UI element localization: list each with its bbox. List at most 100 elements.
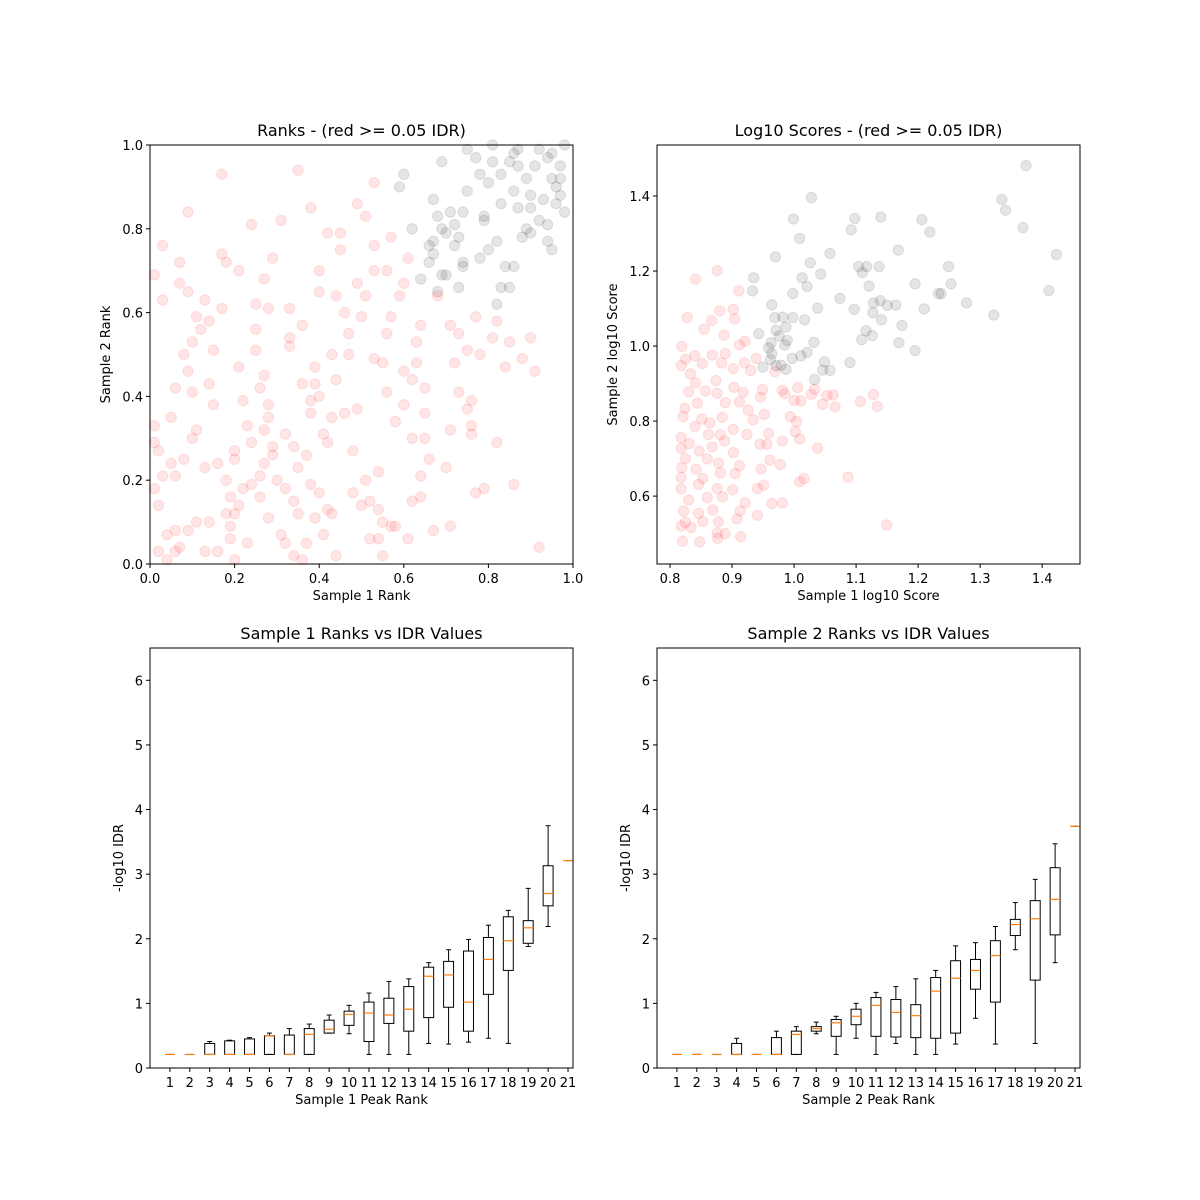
scatter-point [423, 453, 435, 465]
scatter-point [453, 386, 465, 398]
box-body [482, 936, 494, 995]
scatter-point [453, 327, 465, 340]
scatter-point [182, 285, 194, 298]
scatter-point [677, 410, 689, 423]
scatter-point [707, 504, 719, 516]
scatter-point [875, 211, 887, 223]
x-tick-label: 1.1 [846, 572, 867, 587]
scatter-point [525, 189, 537, 201]
scatter-point [750, 352, 762, 365]
scatter-point [271, 474, 283, 486]
box-19 [1029, 878, 1041, 1044]
scatter-point [704, 417, 716, 429]
subplot-1: 0.0 0.2 0.4 0.6 0.8 1.0 0.0 0.2 0.4 0.6 0.8 1.0 Rank… [99, 121, 583, 604]
scatter-point [474, 168, 486, 181]
scatter-point [733, 285, 745, 297]
x-tick-label: 20 [540, 1076, 557, 1091]
x-tick-label: 8 [305, 1076, 313, 1091]
scatter-point [178, 453, 190, 465]
scatter-point [512, 160, 524, 172]
scatter-point [224, 520, 237, 532]
scatter-point [195, 323, 207, 336]
scatter-point [676, 535, 689, 547]
scatter-point [714, 428, 726, 441]
scatter-point [220, 256, 232, 269]
scatter-point [258, 424, 270, 436]
scatter-point [186, 336, 199, 348]
box-body [930, 977, 942, 1039]
box-15 [950, 945, 962, 1045]
scatter-point [711, 482, 723, 495]
scatter-point [867, 297, 880, 309]
x-tick-label: 19 [1027, 1076, 1044, 1091]
scatter-point [529, 160, 541, 172]
scatter-point [726, 484, 739, 496]
scatter-point [787, 213, 800, 225]
scatter-point [419, 432, 431, 444]
scatter-point [330, 549, 342, 562]
scatter-point [811, 442, 824, 454]
scatter-point [757, 479, 770, 491]
scatter-point [863, 280, 875, 292]
axes-frame [149, 144, 574, 565]
scatter-point [848, 303, 860, 315]
chart-title: Log10 Scores - (red >= 0.05 IDR) [735, 121, 1003, 140]
scatter-point [410, 357, 423, 369]
scatter-point [266, 440, 279, 453]
y-tick-label: 0 [135, 1062, 143, 1077]
scatter-point [474, 348, 486, 361]
x-tick-label: 5 [752, 1076, 760, 1091]
scatter-point [852, 260, 865, 273]
scatter-point [845, 224, 857, 236]
scatter-point [776, 497, 788, 509]
scatter-point [347, 487, 359, 499]
scatter-point [279, 537, 292, 549]
scatter-point [711, 387, 723, 400]
box-body [890, 999, 902, 1038]
x-tick-label: 1.4 [1032, 572, 1053, 587]
scatter-point [770, 359, 782, 372]
scatter-point [546, 244, 558, 256]
x-tick-label: 0.6 [393, 572, 414, 587]
scatter-point [558, 206, 571, 218]
x-tick-label: 4 [732, 1076, 740, 1091]
scatter-point [275, 214, 287, 227]
scatter-point [996, 193, 1008, 206]
scatter-point [733, 396, 746, 408]
scatter-point [824, 247, 836, 260]
scatter-point [406, 495, 418, 507]
x-tick-label: 0.2 [224, 572, 245, 587]
scatter-point [829, 401, 841, 413]
scatter-point [495, 197, 507, 210]
box-body [502, 916, 514, 971]
scatter-point [844, 356, 856, 369]
scatter-point [988, 309, 1000, 321]
scatter-point [313, 487, 325, 499]
scatter-point [224, 533, 237, 545]
scatter-point [1050, 248, 1063, 261]
scatter-point [165, 457, 177, 470]
scatter-point [317, 528, 330, 541]
scatter-point [173, 256, 186, 269]
scatter-point [932, 287, 945, 300]
scatter-point [292, 461, 304, 474]
scatter-point [684, 368, 697, 380]
scatter-point [754, 391, 767, 403]
scatter-point [233, 361, 245, 373]
scatter-point [360, 210, 372, 222]
scatter-point [554, 160, 567, 172]
scatter-point [798, 314, 811, 326]
scatter-point [283, 302, 296, 315]
scatter-point [156, 239, 169, 252]
scatter-point [381, 386, 393, 398]
scatter-point [241, 537, 253, 549]
scatter-point [326, 508, 338, 520]
scatter-point [849, 212, 861, 225]
scatter-point [211, 457, 224, 470]
scatter-point [525, 202, 537, 214]
box-body [303, 1028, 315, 1055]
x-tick-label: 9 [325, 1076, 333, 1091]
scatter-point [305, 394, 317, 407]
scatter-point [779, 387, 791, 400]
scatter-point [389, 520, 402, 532]
